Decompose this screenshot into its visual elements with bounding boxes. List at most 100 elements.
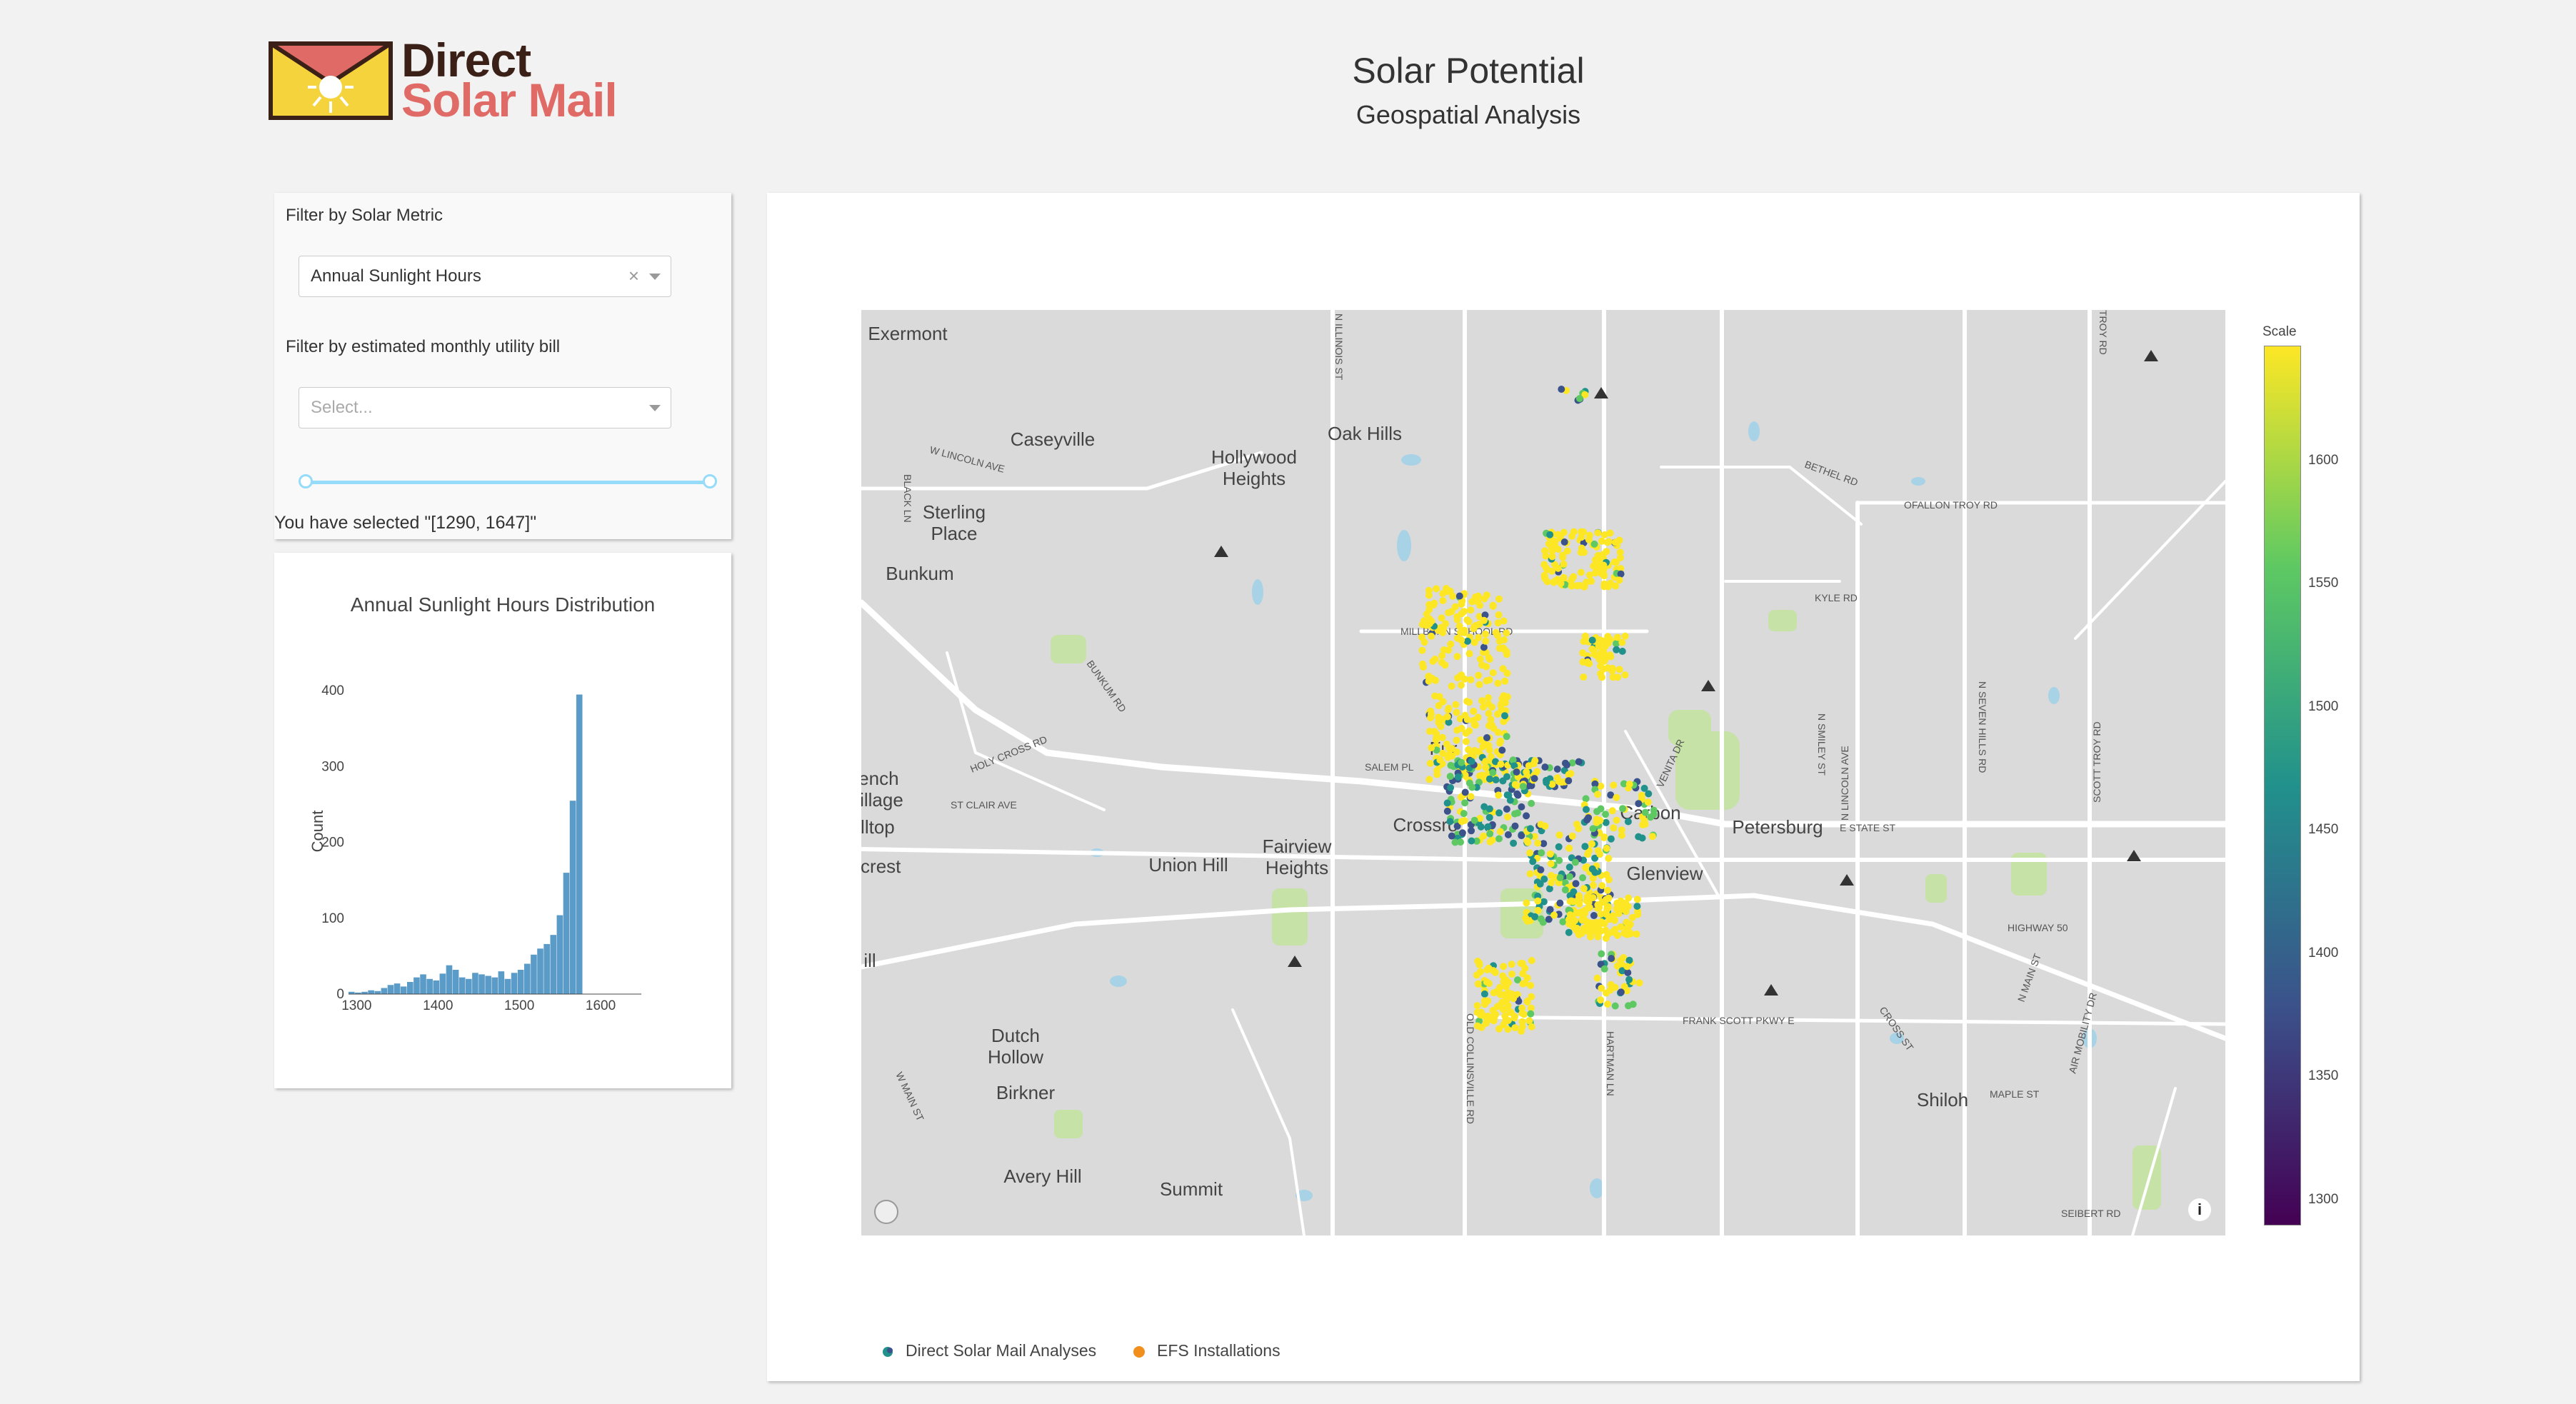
analysis-point[interactable]: [1600, 637, 1608, 645]
analysis-point[interactable]: [1548, 872, 1555, 879]
analysis-point[interactable]: [1560, 528, 1568, 536]
analysis-point[interactable]: [1445, 718, 1453, 726]
analysis-point[interactable]: [1557, 579, 1565, 587]
analysis-point[interactable]: [1518, 1009, 1526, 1017]
analysis-point[interactable]: [1609, 673, 1617, 681]
analysis-point[interactable]: [1499, 665, 1507, 673]
analysis-point[interactable]: [1530, 833, 1538, 841]
analysis-point[interactable]: [1625, 976, 1633, 983]
analysis-point[interactable]: [1575, 900, 1583, 908]
histogram-bar[interactable]: [426, 978, 433, 994]
analysis-point[interactable]: [1511, 1024, 1519, 1032]
analysis-point[interactable]: [1580, 673, 1588, 681]
analysis-point[interactable]: [1453, 748, 1460, 756]
analysis-point[interactable]: [1445, 745, 1453, 753]
analysis-point[interactable]: [1482, 763, 1490, 771]
analysis-point[interactable]: [1463, 698, 1471, 705]
analysis-point[interactable]: [1607, 981, 1615, 988]
analysis-point[interactable]: [1481, 611, 1489, 619]
analysis-point[interactable]: [1528, 957, 1535, 964]
analysis-point[interactable]: [1548, 553, 1556, 561]
analysis-point[interactable]: [1475, 671, 1483, 679]
analysis-point[interactable]: [1513, 781, 1520, 789]
analysis-point[interactable]: [1447, 784, 1455, 791]
analysis-point[interactable]: [1523, 998, 1531, 1006]
analysis-point[interactable]: [1460, 629, 1468, 636]
analysis-point[interactable]: [1506, 1008, 1514, 1016]
analysis-point[interactable]: [1462, 738, 1470, 746]
analysis-point[interactable]: [1622, 908, 1630, 916]
analysis-point[interactable]: [1492, 776, 1500, 783]
analysis-point[interactable]: [1519, 980, 1527, 988]
analysis-point[interactable]: [1480, 990, 1488, 998]
analysis-point[interactable]: [1572, 880, 1580, 888]
analysis-point[interactable]: [1610, 781, 1618, 789]
analysis-point[interactable]: [1487, 716, 1495, 723]
analysis-point[interactable]: [1594, 791, 1602, 798]
analysis-point[interactable]: [1518, 832, 1525, 840]
analysis-point[interactable]: [1438, 652, 1446, 660]
analysis-point[interactable]: [1496, 739, 1504, 747]
analysis-point[interactable]: [1581, 632, 1589, 640]
facility-marker[interactable]: [2144, 350, 2158, 361]
analysis-point[interactable]: [1461, 788, 1469, 796]
analysis-point[interactable]: [1635, 979, 1643, 987]
analysis-point[interactable]: [1465, 650, 1473, 658]
analysis-point[interactable]: [1443, 585, 1450, 592]
facility-marker[interactable]: [1594, 387, 1608, 398]
analysis-point[interactable]: [1623, 987, 1630, 995]
analysis-point[interactable]: [1570, 888, 1578, 896]
analysis-point[interactable]: [1603, 844, 1610, 852]
histogram-bar[interactable]: [472, 973, 478, 994]
analysis-point[interactable]: [1589, 881, 1597, 889]
analysis-point[interactable]: [1537, 915, 1545, 923]
histogram-bar[interactable]: [466, 978, 472, 994]
analysis-point[interactable]: [1480, 703, 1487, 711]
analysis-point[interactable]: [1634, 911, 1642, 918]
analysis-point[interactable]: [1523, 899, 1530, 907]
histogram-bar[interactable]: [387, 985, 394, 994]
analysis-point[interactable]: [1603, 548, 1610, 556]
analysis-point[interactable]: [1613, 962, 1621, 970]
analysis-point[interactable]: [1503, 629, 1510, 637]
analysis-point[interactable]: [1635, 833, 1643, 841]
analysis-point[interactable]: [1540, 898, 1548, 906]
analysis-point[interactable]: [1468, 758, 1475, 766]
analysis-point[interactable]: [1608, 667, 1616, 675]
analysis-point[interactable]: [1438, 733, 1446, 741]
analysis-point[interactable]: [1604, 886, 1611, 894]
analysis-point[interactable]: [1639, 821, 1647, 828]
analysis-point[interactable]: [1425, 776, 1433, 783]
analysis-point[interactable]: [1540, 876, 1548, 883]
analysis-point[interactable]: [1567, 770, 1575, 778]
analysis-point[interactable]: [1541, 822, 1549, 830]
analysis-point[interactable]: [1463, 637, 1471, 645]
chevron-down-icon[interactable]: [649, 405, 661, 411]
analysis-point[interactable]: [1518, 1023, 1526, 1031]
analysis-point[interactable]: [1538, 849, 1545, 857]
analysis-point[interactable]: [1640, 784, 1648, 792]
histogram-bar[interactable]: [478, 974, 485, 994]
analysis-point[interactable]: [1595, 903, 1603, 911]
analysis-point[interactable]: [1482, 758, 1490, 766]
analysis-point[interactable]: [1461, 771, 1469, 779]
analysis-point[interactable]: [1518, 803, 1525, 811]
analysis-point[interactable]: [1618, 831, 1625, 839]
analysis-point[interactable]: [1453, 653, 1461, 661]
histogram-bar[interactable]: [498, 971, 505, 994]
analysis-point[interactable]: [1625, 956, 1633, 964]
analysis-point[interactable]: [1494, 679, 1502, 687]
analysis-point[interactable]: [1490, 724, 1498, 732]
analysis-point[interactable]: [1429, 658, 1437, 665]
analysis-point[interactable]: [1483, 591, 1490, 599]
histogram-bar[interactable]: [407, 982, 414, 994]
analysis-point[interactable]: [1613, 816, 1620, 824]
analysis-point[interactable]: [1428, 617, 1435, 625]
histogram-bar[interactable]: [491, 977, 498, 994]
analysis-point[interactable]: [1553, 766, 1561, 773]
analysis-point[interactable]: [1590, 912, 1598, 919]
analysis-point[interactable]: [1597, 927, 1605, 935]
analysis-point[interactable]: [1440, 646, 1448, 654]
analysis-point[interactable]: [1420, 663, 1427, 671]
analysis-point[interactable]: [1542, 552, 1550, 560]
